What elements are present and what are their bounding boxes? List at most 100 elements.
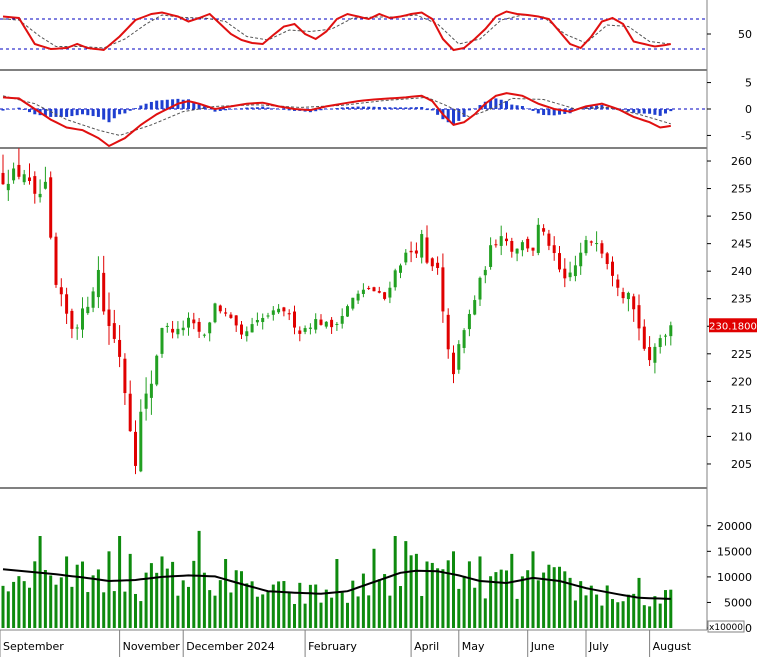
- macd-histogram-bar: [202, 106, 206, 109]
- volume-y-tick-label: 5000: [724, 596, 752, 609]
- macd-histogram-bar: [187, 99, 190, 109]
- volume-bar: [314, 584, 318, 628]
- macd-histogram-bar: [558, 109, 561, 115]
- price-candle: [65, 287, 69, 325]
- macd-histogram-bar: [128, 109, 132, 111]
- price-candle: [621, 287, 625, 304]
- volume-bar: [282, 581, 286, 628]
- volume-bar: [38, 536, 42, 628]
- candle-body: [96, 269, 100, 298]
- price-candle: [626, 291, 630, 312]
- price-candle: [28, 163, 31, 185]
- price-candle: [377, 286, 381, 294]
- macd-histogram-bar: [420, 107, 424, 109]
- candle-body: [483, 269, 487, 276]
- volume-bar: [372, 548, 376, 628]
- candle-body: [637, 305, 641, 329]
- candle-body: [266, 315, 270, 317]
- candle-body: [229, 314, 233, 318]
- price-candle: [335, 321, 339, 331]
- candle-body: [155, 355, 159, 385]
- candle-body: [361, 289, 365, 294]
- volume-bar: [605, 585, 609, 628]
- macd-histogram-bar: [112, 109, 116, 119]
- price-candle: [139, 399, 143, 473]
- candle-body: [383, 292, 387, 299]
- candle-body: [489, 245, 493, 267]
- macd-histogram-bar: [266, 107, 270, 109]
- macd-histogram-bar: [388, 107, 392, 109]
- price-candle: [489, 237, 493, 270]
- volume-bar: [478, 556, 482, 628]
- candle-body: [298, 330, 302, 334]
- candle-body: [526, 238, 530, 249]
- volume-bar: [462, 575, 466, 628]
- volume-bar: [547, 564, 551, 628]
- macd-histogram-bar: [452, 109, 455, 125]
- volume-bar: [637, 577, 641, 628]
- price-candle: [510, 237, 514, 258]
- volume-bar: [589, 585, 593, 628]
- volume-bar: [452, 551, 455, 628]
- volume-bar: [515, 598, 519, 628]
- candle-body: [536, 224, 540, 253]
- price-candle: [282, 306, 286, 317]
- candle-body: [542, 228, 546, 232]
- macd-histogram-bar: [653, 109, 657, 115]
- candle-body: [515, 248, 519, 254]
- macd-histogram-bar: [467, 109, 471, 111]
- volume-bar: [483, 598, 487, 628]
- price-candle: [197, 317, 201, 339]
- candle-body: [213, 303, 217, 323]
- macd-histogram-bar: [632, 109, 636, 113]
- volume-bar: [255, 596, 259, 628]
- volume-bar: [335, 559, 339, 628]
- volume-bar: [155, 572, 159, 628]
- price-candle: [526, 236, 530, 253]
- volume-bar: [118, 536, 122, 628]
- macd-histogram-bar: [213, 109, 217, 112]
- volume-bar: [573, 600, 577, 628]
- candle-body: [324, 321, 328, 327]
- macd-histogram-bar: [17, 107, 21, 109]
- price-candle: [54, 232, 58, 288]
- price-candle: [134, 420, 137, 475]
- price-candle: [664, 333, 667, 346]
- macd-histogram-bar: [229, 109, 233, 110]
- macd-histogram-bar: [340, 107, 344, 109]
- macd-histogram-bar: [367, 106, 371, 109]
- price-candle: [436, 256, 440, 275]
- price-candle: [351, 297, 355, 311]
- candle-body: [642, 326, 646, 349]
- price-candle: [579, 242, 583, 275]
- price-candle: [38, 179, 42, 203]
- volume-bar: [505, 570, 508, 628]
- macd-histogram-bar: [282, 109, 286, 110]
- price-candle: [637, 294, 641, 341]
- price-y-tick-label: 215: [731, 403, 752, 416]
- volume-bar: [367, 595, 371, 628]
- volume-bar: [298, 582, 302, 628]
- price-candle: [536, 218, 540, 256]
- volume-bar: [520, 576, 524, 628]
- last-price-tag: [709, 318, 757, 333]
- candle-body: [245, 331, 249, 337]
- price-candle: [531, 247, 535, 256]
- macd-histogram-bar: [436, 109, 440, 115]
- candle-body: [240, 324, 243, 335]
- macd-histogram-bar: [91, 109, 95, 117]
- price-candle: [642, 319, 646, 351]
- candle-body: [308, 327, 312, 329]
- candle-body: [399, 265, 402, 273]
- candle-body: [335, 323, 339, 325]
- macd-histogram-bar: [28, 109, 31, 113]
- price-candle: [22, 169, 26, 185]
- price-candle: [224, 307, 228, 317]
- macd-histogram-bar: [287, 109, 291, 111]
- volume-bar: [112, 591, 116, 628]
- macd-histogram-bar: [621, 109, 625, 110]
- volume-bar: [552, 567, 556, 628]
- price-candle: [91, 287, 95, 313]
- candle-body: [510, 240, 514, 252]
- candle-body: [669, 325, 673, 337]
